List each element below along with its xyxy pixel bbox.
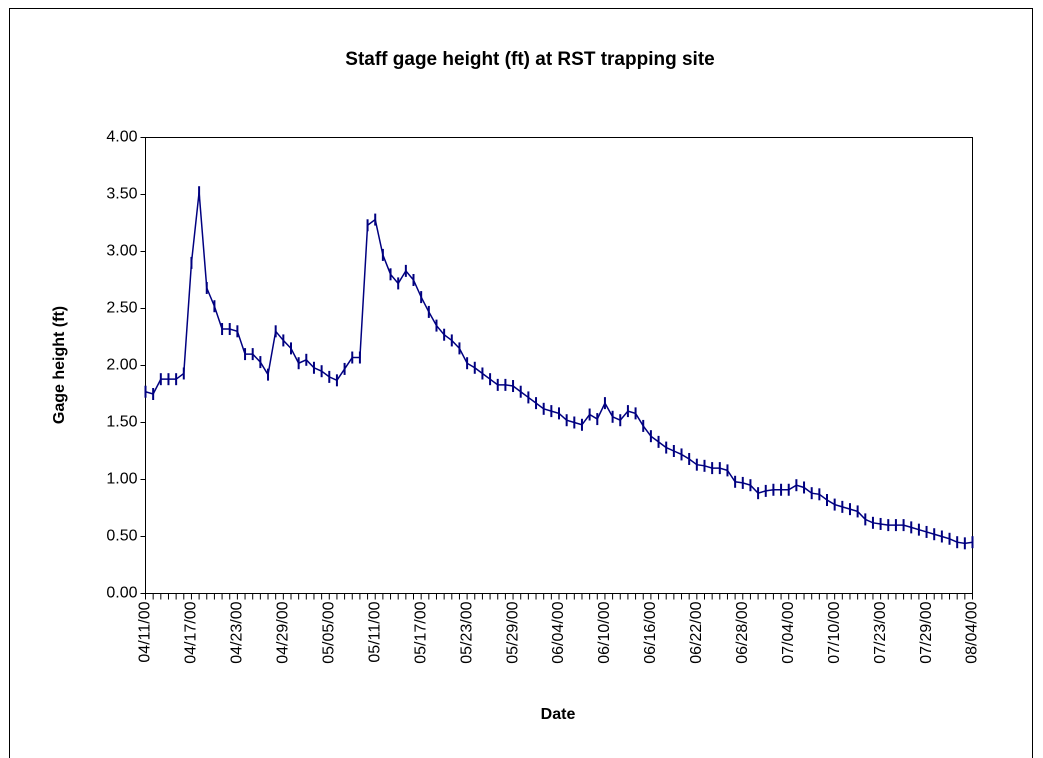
x-tick-label: 07/23/00	[872, 601, 889, 663]
y-tick-label: 3.00	[106, 243, 137, 260]
x-tick-label: 04/29/00	[275, 601, 292, 663]
x-tick-label: 06/22/00	[688, 601, 705, 663]
x-tick-label: 07/10/00	[826, 601, 843, 663]
x-tick-label: 04/17/00	[183, 601, 200, 663]
x-axis-label: Date	[541, 706, 576, 723]
x-tick-label: 07/29/00	[918, 601, 935, 663]
x-tick-label: 07/04/00	[780, 601, 797, 663]
x-tick-label: 06/04/00	[550, 601, 567, 663]
y-tick-label: 0.00	[106, 585, 137, 602]
x-tick-label: 06/16/00	[642, 601, 659, 663]
x-tick-label: 06/28/00	[734, 601, 751, 663]
x-tick-label: 06/10/00	[596, 601, 613, 663]
x-tick-label: 05/23/00	[458, 601, 475, 663]
y-tick-label: 2.50	[106, 300, 137, 317]
x-tick-label: 05/05/00	[320, 601, 337, 663]
y-tick-label: 4.00	[106, 129, 137, 146]
y-tick-label: 3.50	[106, 186, 137, 203]
chart-title: Staff gage height (ft) at RST trapping s…	[345, 49, 714, 70]
x-tick-label: 04/23/00	[229, 601, 246, 663]
data-line	[145, 192, 973, 545]
x-tick-label: 05/29/00	[504, 601, 521, 663]
y-axis-label: Gage height (ft)	[51, 306, 68, 424]
x-tick-label: 08/04/00	[964, 601, 981, 663]
y-tick-label: 1.00	[106, 471, 137, 488]
chart-border	[9, 8, 1033, 758]
x-tick-label: 05/11/00	[366, 601, 383, 662]
y-tick-label: 1.50	[106, 414, 137, 431]
x-tick-label: 05/17/00	[412, 601, 429, 663]
y-tick-label: 0.50	[106, 528, 137, 545]
y-tick-label: 2.00	[106, 357, 137, 374]
x-tick-label: 04/11/00	[137, 601, 154, 662]
